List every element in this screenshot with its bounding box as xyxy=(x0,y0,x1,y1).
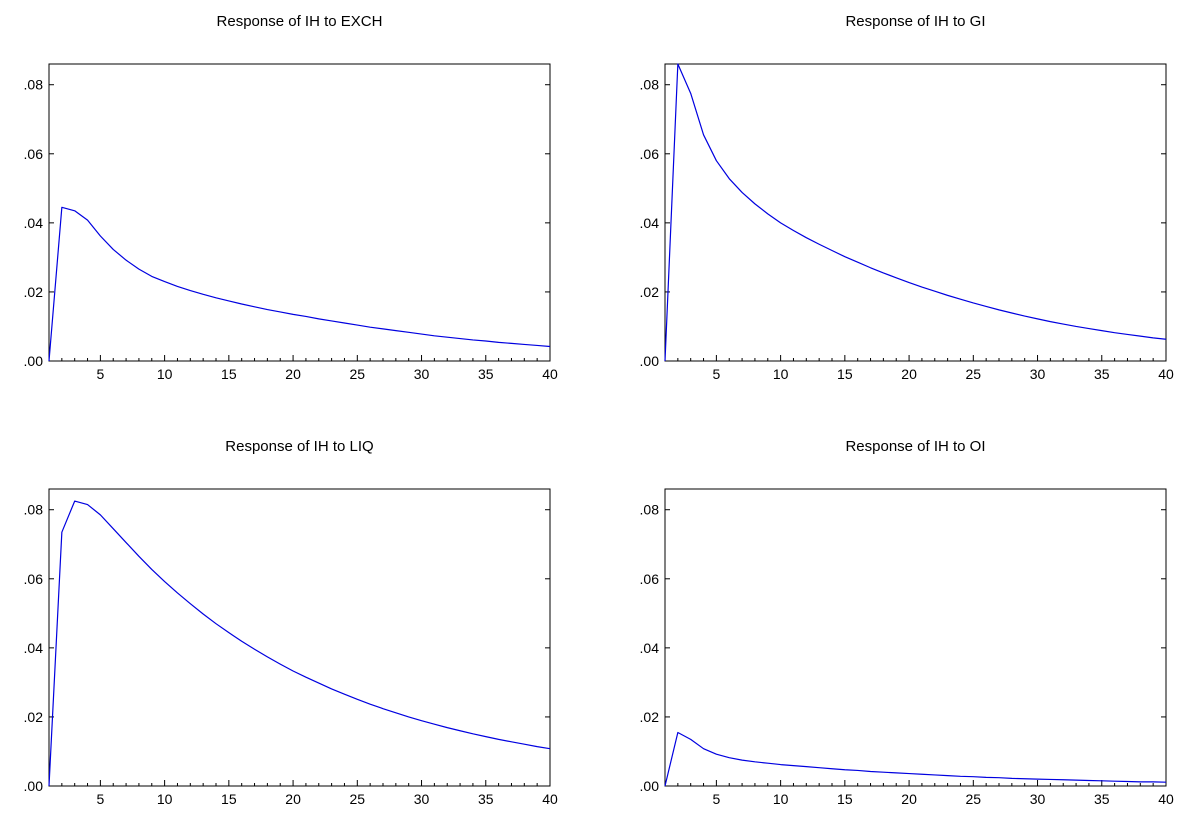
x-tick-label: 20 xyxy=(901,791,917,807)
response-line xyxy=(664,731,1167,787)
x-tick-label: 30 xyxy=(414,366,430,382)
chart-panel-4: Response of IH to OI 5 10 15 20 25 30 35 40 .00 .0… xyxy=(640,438,1174,807)
x-tick-label: 40 xyxy=(542,791,558,807)
chart-title: Response of IH to OI xyxy=(845,438,985,455)
x-tick-label: 30 xyxy=(414,791,430,807)
plot-frame xyxy=(48,488,551,787)
plot-frame xyxy=(664,63,1167,362)
x-tick-label: 35 xyxy=(1094,791,1110,807)
x-tick-label: 25 xyxy=(966,791,982,807)
y-tick-label: .04 xyxy=(24,640,44,656)
x-tick-label: 10 xyxy=(157,366,173,382)
x-tick-label: 40 xyxy=(1158,366,1174,382)
y-tick-label: .02 xyxy=(24,709,44,725)
x-tick-label: 35 xyxy=(478,366,494,382)
chart-panel-3: Response of IH to LIQ 5 10 15 20 25 30 35 40 .00.… xyxy=(24,438,558,807)
x-tick-label: 10 xyxy=(773,366,789,382)
plot-frame xyxy=(48,63,551,362)
y-tick-label: .08 xyxy=(640,502,660,518)
y-tick-label: .04 xyxy=(640,640,660,656)
x-tick-label: 20 xyxy=(285,791,301,807)
response-line xyxy=(664,63,1167,362)
y-tick-label: .02 xyxy=(24,284,44,300)
y-tick-label: .00 xyxy=(24,778,44,794)
x-tick-label: 30 xyxy=(1030,791,1046,807)
y-tick-label: .08 xyxy=(24,502,44,518)
x-tick-label: 40 xyxy=(542,366,558,382)
x-tick-label: 25 xyxy=(350,366,366,382)
x-tick-label: 35 xyxy=(478,791,494,807)
x-tick-label: 15 xyxy=(837,791,853,807)
y-tick-label: .02 xyxy=(640,709,660,725)
y-tick-label: .06 xyxy=(24,571,44,587)
x-tick-label: 15 xyxy=(837,366,853,382)
x-tick-label: 20 xyxy=(285,366,301,382)
response-line xyxy=(48,500,551,787)
x-tick-label: 15 xyxy=(221,791,237,807)
x-tick-label: 5 xyxy=(712,366,720,382)
response-line xyxy=(48,206,551,362)
y-tick-label: .08 xyxy=(640,77,660,93)
x-tick-label: 5 xyxy=(96,366,104,382)
y-tick-label: .00 xyxy=(24,353,44,369)
y-tick-label: .00 xyxy=(640,778,660,794)
x-tick-label: 10 xyxy=(157,791,173,807)
x-tick-label: 30 xyxy=(1030,366,1046,382)
chart-panel-1: Response of IH to EXCH 5 10 15 20 25 30 35 40 .00… xyxy=(24,13,558,382)
x-tick-label: 5 xyxy=(96,791,104,807)
x-tick-label: 25 xyxy=(350,791,366,807)
y-tick-label: .06 xyxy=(24,146,44,162)
x-tick-label: 35 xyxy=(1094,366,1110,382)
y-tick-label: .08 xyxy=(24,77,44,93)
y-tick-label: .06 xyxy=(640,146,660,162)
plot-frame xyxy=(664,488,1167,787)
x-tick-label: 25 xyxy=(966,366,982,382)
x-tick-label: 40 xyxy=(1158,791,1174,807)
x-tick-label: 20 xyxy=(901,366,917,382)
y-tick-label: .04 xyxy=(640,215,660,231)
y-tick-label: .06 xyxy=(640,571,660,587)
x-tick-label: 15 xyxy=(221,366,237,382)
y-tick-label: .02 xyxy=(640,284,660,300)
chart-panel-2: Response of IH to GI 5 10 15 20 25 30 35 40 .00 .0… xyxy=(640,13,1174,382)
chart-title: Response of IH to GI xyxy=(845,13,985,30)
y-tick-label: .00 xyxy=(640,353,660,369)
x-tick-label: 10 xyxy=(773,791,789,807)
chart-title: Response of IH to LIQ xyxy=(225,438,373,455)
y-tick-label: .04 xyxy=(24,215,44,231)
chart-title: Response of IH to EXCH xyxy=(217,13,383,30)
x-tick-label: 5 xyxy=(712,791,720,807)
